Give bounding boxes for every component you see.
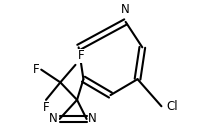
Text: Cl: Cl: [166, 100, 177, 113]
Text: F: F: [33, 63, 40, 76]
Text: F: F: [43, 101, 49, 114]
Text: N: N: [121, 3, 130, 16]
Text: F: F: [78, 49, 85, 62]
Text: N: N: [88, 112, 97, 125]
Text: N: N: [49, 112, 58, 125]
